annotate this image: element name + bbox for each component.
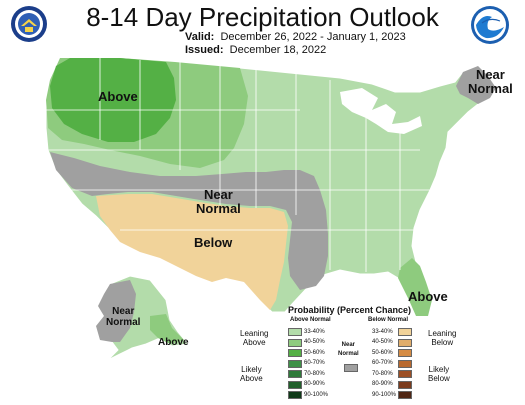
legend-leaning-above: Leaning Above bbox=[240, 329, 268, 347]
legend-below-swatch bbox=[398, 349, 412, 357]
alaska-above-region bbox=[150, 314, 184, 344]
legend-above-header: Above Normal bbox=[290, 317, 331, 323]
commerce-seal-logo bbox=[10, 5, 48, 43]
label-alaska-near: Near Normal bbox=[106, 306, 140, 328]
legend-near-header-line1: Near bbox=[341, 342, 355, 348]
legend-above-range-label: 33-40% bbox=[304, 328, 325, 335]
near-normal-conus-region bbox=[50, 152, 328, 290]
valid-label: Valid: bbox=[185, 31, 215, 43]
label-central: Near Normal bbox=[196, 188, 241, 216]
legend-above-range-label: 40-50% bbox=[304, 339, 325, 345]
legend-above-range-label: 80-90% bbox=[304, 381, 325, 387]
legend-above-swatch bbox=[288, 338, 302, 347]
legend-below-swatch bbox=[398, 338, 412, 347]
label-alaska-near-line2: Normal bbox=[106, 317, 141, 328]
legend-likely-above-line2: Above bbox=[240, 374, 263, 383]
legend-leaning-above-line1: Leaning bbox=[240, 329, 269, 338]
label-central-line2: Normal bbox=[196, 201, 241, 216]
near-normal-northeast-region bbox=[456, 66, 496, 104]
legend-likely-below-line2: Below bbox=[428, 374, 450, 383]
issued-date: Issued: December 18, 2022 bbox=[185, 44, 326, 56]
label-alaska-above: Above bbox=[158, 337, 189, 348]
legend-below-range-label: 33-40% bbox=[372, 328, 393, 335]
legend-below-swatch bbox=[398, 359, 412, 368]
legend-below-range-label: 40-50% bbox=[372, 339, 393, 345]
legend-near-header-line2: Normal bbox=[338, 351, 359, 357]
legend-below-range-label: 60-70% bbox=[372, 360, 393, 366]
legend-below-swatch bbox=[398, 370, 412, 378]
legend-below-header: Below Normal bbox=[368, 317, 409, 323]
legend-below-range-label: 70-80% bbox=[372, 370, 393, 377]
alaska-near-normal-region bbox=[96, 280, 136, 342]
legend: Probability (Percent Chance) Above Norma… bbox=[228, 300, 523, 404]
state-borders bbox=[46, 58, 430, 272]
legend-likely-below: Likely Below bbox=[428, 365, 450, 383]
above-50-60-region bbox=[50, 58, 176, 142]
legend-above-swatch bbox=[288, 370, 302, 378]
legend-below-swatch bbox=[398, 328, 412, 336]
issued-value: December 18, 2022 bbox=[229, 44, 327, 56]
legend-likely-below-line1: Likely bbox=[428, 365, 450, 374]
legend-below-swatch bbox=[398, 391, 412, 399]
label-central-line1: Near bbox=[203, 187, 233, 202]
legend-above-swatch bbox=[288, 391, 302, 399]
below-33-40-region bbox=[96, 194, 288, 310]
legend-likely-above: Likely Above bbox=[240, 365, 263, 383]
legend-above-swatch bbox=[288, 349, 302, 357]
valid-value: December 26, 2022 - January 1, 2023 bbox=[220, 31, 406, 43]
label-northeast: Near Normal bbox=[468, 68, 513, 96]
legend-above-range-label: 90-100% bbox=[304, 391, 329, 398]
legend-above-swatch bbox=[288, 328, 302, 336]
issued-label: Issued: bbox=[185, 44, 224, 56]
label-northeast-line2: Normal bbox=[468, 81, 513, 96]
legend-above-swatch bbox=[288, 380, 302, 389]
legend-near-header: Near Normal bbox=[338, 341, 359, 359]
legend-leaning-below-line1: Leaning bbox=[428, 329, 457, 338]
legend-leaning-above-line2: Above bbox=[242, 338, 266, 347]
legend-near-swatch bbox=[344, 364, 358, 372]
label-northwest: Above bbox=[98, 89, 138, 104]
legend-below-range-label: 90-100% bbox=[372, 391, 397, 398]
above-florida-region bbox=[398, 258, 432, 316]
legend-below-swatch bbox=[398, 380, 412, 389]
label-florida: Above bbox=[408, 289, 448, 304]
legend-above-range-label: 70-80% bbox=[304, 370, 325, 377]
legend-below-range-label: 50-60% bbox=[372, 349, 393, 356]
valid-dates: Valid: December 26, 2022 - January 1, 20… bbox=[185, 31, 406, 43]
legend-above-range-label: 50-60% bbox=[304, 349, 325, 356]
legend-likely-above-line1: Likely bbox=[241, 365, 262, 374]
legend-leaning-below: Leaning Below bbox=[428, 329, 456, 347]
legend-above-range-label: 60-70% bbox=[304, 360, 325, 366]
label-southwest: Below bbox=[194, 235, 233, 250]
legend-title: Probability (Percent Chance) bbox=[288, 305, 412, 315]
legend-leaning-below-line2: Below bbox=[431, 338, 454, 347]
page-title: 8-14 Day Precipitation Outlook bbox=[86, 2, 439, 32]
noaa-logo bbox=[470, 5, 510, 45]
legend-below-range-label: 80-90% bbox=[372, 381, 393, 387]
legend-above-swatch bbox=[288, 359, 302, 368]
label-alaska-near-line1: Near bbox=[112, 306, 135, 317]
label-northeast-line1: Near bbox=[475, 67, 505, 82]
great-lakes bbox=[340, 88, 422, 134]
